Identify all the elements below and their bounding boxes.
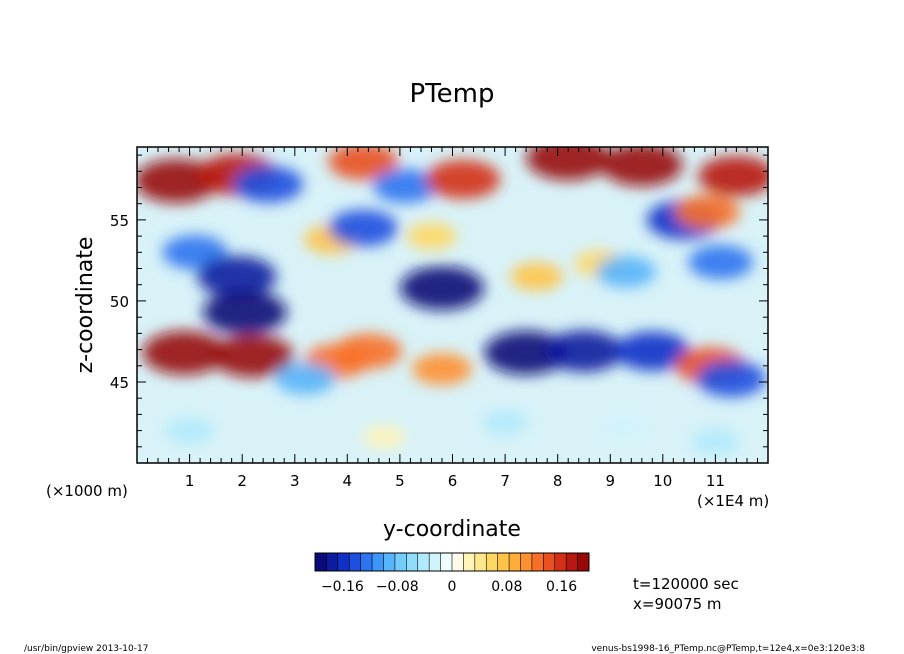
x-tick-label: 2 — [237, 472, 247, 490]
colorbar-swatch — [520, 553, 533, 571]
footer-left: /usr/bin/gpview 2013-10-17 — [24, 644, 148, 654]
colorbar-swatch — [440, 553, 453, 571]
chart-title: PTemp — [410, 79, 495, 109]
heatmap-feature — [482, 410, 528, 435]
heatmap-layer — [137, 147, 768, 455]
x-tick-label: 10 — [653, 472, 672, 490]
colorbar-frame — [314, 552, 590, 572]
colorbar-swatch — [486, 553, 498, 571]
heatmap-feature — [696, 360, 766, 398]
heatmap-feature — [691, 428, 740, 455]
colorbar-swatch — [429, 553, 441, 571]
heatmap-feature — [202, 290, 287, 335]
heatmap-feature — [142, 330, 227, 375]
heatmap-feature — [698, 156, 768, 197]
colorbar-swatch — [372, 553, 384, 571]
colorbar-swatch — [509, 553, 521, 571]
colorbar-swatch — [531, 553, 544, 571]
colorbar-swatch — [577, 553, 590, 571]
heatmap-feature — [544, 330, 624, 373]
heatmap-feature — [165, 417, 214, 444]
heatmap-feature — [406, 222, 457, 250]
colorbar-swatch — [349, 553, 361, 571]
colorbar-swatch — [543, 553, 556, 571]
colorbar-swatch — [417, 553, 430, 571]
colorbar-tick-label: −0.16 — [321, 579, 364, 595]
colorbar-swatch — [554, 553, 567, 571]
x-axis: 1 2 3 4 5 6 7 8 9 10 11 — [136, 147, 769, 490]
position-info: x=90075 m — [633, 595, 722, 613]
colorbar-swatch — [383, 553, 396, 571]
heatmap-feature — [604, 415, 648, 440]
colorbar-swatch — [337, 553, 350, 571]
heatmap-feature — [412, 353, 472, 385]
heatmap-feature — [596, 255, 656, 288]
colorbar-swatch — [566, 553, 578, 571]
colorbar-swatch — [360, 553, 373, 571]
colorbar-tick-label: 0.16 — [546, 579, 577, 595]
x-tick-label: 7 — [500, 472, 510, 490]
x-tick-label: 9 — [606, 472, 616, 490]
x-unit-left: (×1000 m) — [46, 482, 128, 500]
heatmap-feature — [484, 330, 569, 375]
colorbar-swatch — [474, 553, 487, 571]
y-tick-label: 50 — [110, 293, 129, 311]
colorbar-swatch — [497, 553, 510, 571]
x-tick-label: 1 — [185, 472, 195, 490]
heatmap-feature — [372, 168, 438, 204]
y-axis: 45 50 55 — [110, 154, 768, 448]
heatmap-feature — [137, 159, 219, 203]
x-axis-label: y-coordinate — [383, 517, 521, 542]
heatmap-feature — [362, 425, 406, 449]
heatmap-feature — [425, 159, 501, 199]
x-tick-label: 5 — [395, 472, 405, 490]
heatmap-feature — [197, 255, 277, 298]
heatmap-feature — [233, 165, 304, 203]
colorbar-swatch — [394, 553, 407, 571]
heatmap-feature — [211, 334, 294, 378]
footer-right: venus-bs1998-16_PTemp.nc@PTemp,t=12e4,x=… — [591, 644, 865, 654]
y-axis-label: z-coordinate — [73, 237, 98, 374]
time-info: t=120000 sec — [633, 575, 739, 593]
colorbar-swatch — [315, 553, 327, 571]
x-unit-right: (×1E4 m) — [697, 492, 769, 510]
heatmap-feature — [675, 194, 740, 229]
heatmap-feature — [328, 209, 398, 247]
colorbar-tick-label: −0.08 — [376, 579, 419, 595]
x-tick-label: 4 — [343, 472, 353, 490]
colorbar-swatch — [452, 553, 464, 571]
x-tick-label: 8 — [553, 472, 563, 490]
colorbar-tick-label: 0 — [448, 579, 457, 595]
colorbar-swatch — [463, 553, 476, 571]
colorbar-swatch — [406, 553, 419, 571]
colorbar-swatch — [326, 553, 339, 571]
y-tick-label: 45 — [110, 374, 129, 392]
heatmap-feature — [510, 262, 563, 291]
colorbar: −0.16 −0.08 0 0.08 0.16 — [314, 552, 590, 595]
heatmap-feature — [400, 266, 484, 310]
heatmap-feature — [688, 244, 754, 280]
x-tick-label: 11 — [706, 472, 725, 490]
colorbar-tick-label: 0.08 — [491, 579, 522, 595]
heatmap-feature — [601, 147, 683, 187]
x-tick-label: 6 — [448, 472, 458, 490]
heatmap-feature — [275, 362, 336, 395]
heatmap-feature — [328, 147, 398, 180]
x-tick-label: 3 — [290, 472, 300, 490]
heatmap-feature — [615, 331, 690, 371]
heatmap-feature — [526, 147, 611, 181]
heatmap-feature — [334, 333, 402, 370]
y-tick-label: 55 — [110, 212, 129, 230]
